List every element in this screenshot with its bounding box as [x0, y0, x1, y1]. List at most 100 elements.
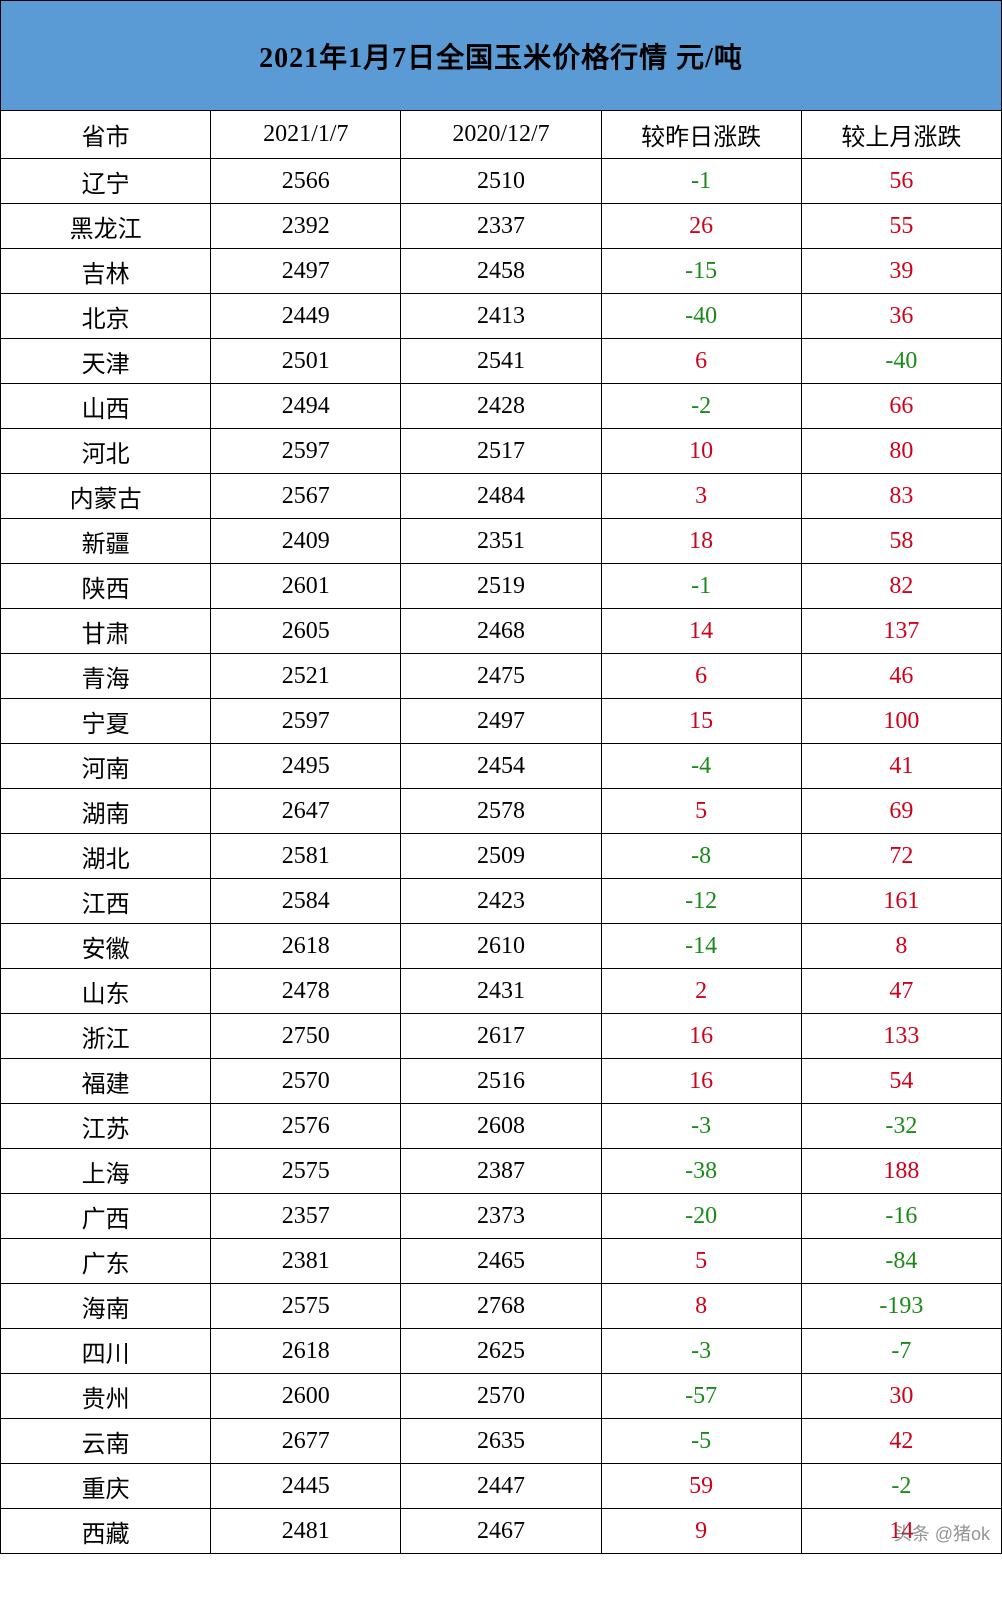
- table-title: 2021年1月7日全国玉米价格行情 元/吨: [1, 1, 1002, 111]
- table-row: 西藏24812467914: [1, 1509, 1002, 1554]
- province-cell: 云南: [1, 1419, 211, 1464]
- table-row: 安徽26182610-148: [1, 924, 1002, 969]
- change-month-cell: 46: [801, 654, 1001, 699]
- price-prev-cell: 2519: [401, 564, 601, 609]
- price-current-cell: 2601: [211, 564, 401, 609]
- price-current-cell: 2567: [211, 474, 401, 519]
- change-day-cell: 9: [601, 1509, 801, 1554]
- change-month-cell: 137: [801, 609, 1001, 654]
- price-current-cell: 2576: [211, 1104, 401, 1149]
- price-prev-cell: 2475: [401, 654, 601, 699]
- change-month-cell: 30: [801, 1374, 1001, 1419]
- price-current-cell: 2570: [211, 1059, 401, 1104]
- title-row: 2021年1月7日全国玉米价格行情 元/吨: [1, 1, 1002, 111]
- change-day-cell: 59: [601, 1464, 801, 1509]
- price-prev-cell: 2497: [401, 699, 601, 744]
- table-row: 河北259725171080: [1, 429, 1002, 474]
- province-cell: 陕西: [1, 564, 211, 609]
- province-cell: 青海: [1, 654, 211, 699]
- change-month-cell: 188: [801, 1149, 1001, 1194]
- change-day-cell: 5: [601, 789, 801, 834]
- change-day-cell: 16: [601, 1059, 801, 1104]
- price-current-cell: 2618: [211, 924, 401, 969]
- province-cell: 安徽: [1, 924, 211, 969]
- change-month-cell: 161: [801, 879, 1001, 924]
- price-prev-cell: 2517: [401, 429, 601, 474]
- change-day-cell: 6: [601, 654, 801, 699]
- change-month-cell: -84: [801, 1239, 1001, 1284]
- change-day-cell: 6: [601, 339, 801, 384]
- table-body: 辽宁25662510-156黑龙江239223372655吉林24972458-…: [1, 159, 1002, 1554]
- price-current-cell: 2494: [211, 384, 401, 429]
- change-month-cell: 82: [801, 564, 1001, 609]
- price-prev-cell: 2608: [401, 1104, 601, 1149]
- price-prev-cell: 2465: [401, 1239, 601, 1284]
- price-prev-cell: 2458: [401, 249, 601, 294]
- change-day-cell: -2: [601, 384, 801, 429]
- province-cell: 上海: [1, 1149, 211, 1194]
- change-day-cell: -20: [601, 1194, 801, 1239]
- price-prev-cell: 2447: [401, 1464, 601, 1509]
- change-day-cell: -38: [601, 1149, 801, 1194]
- change-month-cell: 83: [801, 474, 1001, 519]
- province-cell: 内蒙古: [1, 474, 211, 519]
- province-cell: 海南: [1, 1284, 211, 1329]
- change-month-cell: 8: [801, 924, 1001, 969]
- province-cell: 广东: [1, 1239, 211, 1284]
- price-current-cell: 2584: [211, 879, 401, 924]
- price-current-cell: 2449: [211, 294, 401, 339]
- table-row: 辽宁25662510-156: [1, 159, 1002, 204]
- price-prev-cell: 2373: [401, 1194, 601, 1239]
- price-current-cell: 2581: [211, 834, 401, 879]
- column-header-1: 2021/1/7: [211, 111, 401, 159]
- table-row: 贵州26002570-5730: [1, 1374, 1002, 1419]
- province-cell: 北京: [1, 294, 211, 339]
- price-current-cell: 2600: [211, 1374, 401, 1419]
- province-cell: 吉林: [1, 249, 211, 294]
- price-current-cell: 2597: [211, 429, 401, 474]
- price-prev-cell: 2509: [401, 834, 601, 879]
- price-prev-cell: 2337: [401, 204, 601, 249]
- change-month-cell: -32: [801, 1104, 1001, 1149]
- table-row: 山东24782431247: [1, 969, 1002, 1014]
- change-month-cell: 42: [801, 1419, 1001, 1464]
- table-row: 甘肃2605246814137: [1, 609, 1002, 654]
- price-current-cell: 2575: [211, 1149, 401, 1194]
- change-day-cell: -8: [601, 834, 801, 879]
- price-table: 2021年1月7日全国玉米价格行情 元/吨 省市2021/1/72020/12/…: [0, 0, 1002, 1554]
- price-current-cell: 2497: [211, 249, 401, 294]
- price-current-cell: 2677: [211, 1419, 401, 1464]
- table-row: 新疆240923511858: [1, 519, 1002, 564]
- change-month-cell: 47: [801, 969, 1001, 1014]
- table-row: 黑龙江239223372655: [1, 204, 1002, 249]
- price-prev-cell: 2610: [401, 924, 601, 969]
- price-prev-cell: 2351: [401, 519, 601, 564]
- column-header-3: 较昨日涨跌: [601, 111, 801, 159]
- change-month-cell: 72: [801, 834, 1001, 879]
- table-row: 北京24492413-4036: [1, 294, 1002, 339]
- price-prev-cell: 2635: [401, 1419, 601, 1464]
- price-current-cell: 2357: [211, 1194, 401, 1239]
- price-current-cell: 2392: [211, 204, 401, 249]
- price-prev-cell: 2467: [401, 1509, 601, 1554]
- change-month-cell: -193: [801, 1284, 1001, 1329]
- price-current-cell: 2409: [211, 519, 401, 564]
- price-current-cell: 2478: [211, 969, 401, 1014]
- price-prev-cell: 2768: [401, 1284, 601, 1329]
- change-day-cell: -1: [601, 564, 801, 609]
- header-row: 省市2021/1/72020/12/7较昨日涨跌较上月涨跌: [1, 111, 1002, 159]
- province-cell: 重庆: [1, 1464, 211, 1509]
- table-row: 青海25212475646: [1, 654, 1002, 699]
- change-month-cell: 39: [801, 249, 1001, 294]
- province-cell: 山东: [1, 969, 211, 1014]
- change-month-cell: 55: [801, 204, 1001, 249]
- table-row: 内蒙古25672484383: [1, 474, 1002, 519]
- price-current-cell: 2495: [211, 744, 401, 789]
- change-month-cell: 36: [801, 294, 1001, 339]
- column-header-2: 2020/12/7: [401, 111, 601, 159]
- price-prev-cell: 2454: [401, 744, 601, 789]
- change-month-cell: 69: [801, 789, 1001, 834]
- change-day-cell: 2: [601, 969, 801, 1014]
- price-prev-cell: 2387: [401, 1149, 601, 1194]
- table-row: 福建257025161654: [1, 1059, 1002, 1104]
